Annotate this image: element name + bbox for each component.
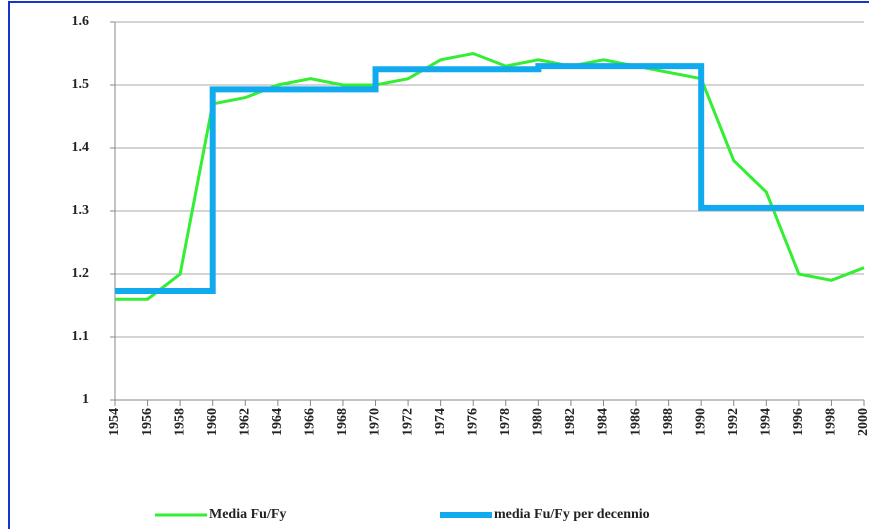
legend-label: Media Fu/Fy xyxy=(209,507,286,522)
x-tick-label: 1978 xyxy=(498,408,513,436)
x-tick-label: 1996 xyxy=(791,408,806,436)
x-tick-label: 1988 xyxy=(661,408,676,436)
x-tick-label: 1992 xyxy=(726,408,741,436)
x-tick-label: 1956 xyxy=(140,408,155,436)
y-tick-label: 1.5 xyxy=(72,77,90,92)
x-tick-label: 1960 xyxy=(205,408,220,436)
frame xyxy=(8,1,869,529)
x-tick-label: 1984 xyxy=(596,408,611,436)
x-tick-label: 1968 xyxy=(335,408,350,436)
x-tick-label: 1990 xyxy=(693,408,708,436)
x-tick-label: 2000 xyxy=(856,408,869,436)
x-tick-label: 1962 xyxy=(237,408,252,436)
x-tick-label: 1958 xyxy=(172,408,187,436)
y-tick-label: 1.4 xyxy=(72,140,90,155)
y-tick-label: 1.2 xyxy=(72,266,90,281)
x-tick-label: 1980 xyxy=(531,408,546,436)
x-tick-label: 1998 xyxy=(824,408,839,436)
y-tick-label: 1.1 xyxy=(72,329,90,344)
legend-label: media Fu/Fy per decennio xyxy=(494,507,650,522)
y-tick-label: 1.3 xyxy=(72,203,90,218)
x-tick-label: 1970 xyxy=(368,408,383,436)
x-tick-label: 1954 xyxy=(107,408,122,436)
y-tick-label: 1.6 xyxy=(72,14,90,29)
x-tick-label: 1982 xyxy=(563,408,578,436)
x-tick-label: 1986 xyxy=(628,408,643,436)
x-tick-label: 1974 xyxy=(433,408,448,436)
x-tick-label: 1976 xyxy=(465,408,480,436)
y-tick-label: 1 xyxy=(82,392,89,407)
x-tick-label: 1972 xyxy=(400,408,415,436)
series-line xyxy=(115,63,864,295)
series-line xyxy=(115,51,865,301)
x-tick-label: 1994 xyxy=(759,408,774,436)
x-tick-label: 1966 xyxy=(303,408,318,436)
x-tick-label: 1964 xyxy=(270,408,285,436)
